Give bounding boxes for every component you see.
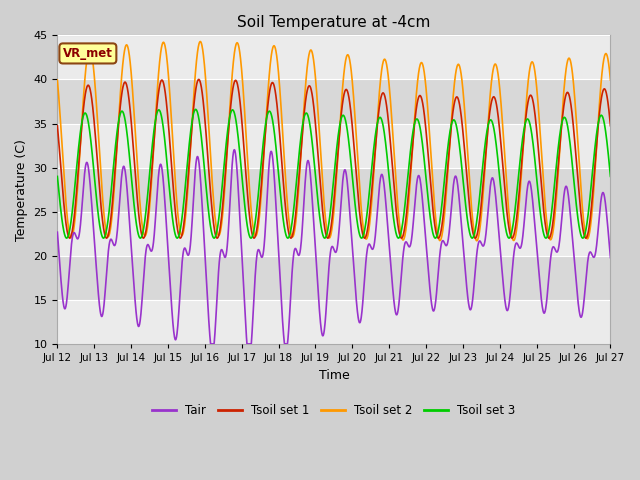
X-axis label: Time: Time — [319, 369, 349, 382]
Bar — [58, 79, 611, 123]
Bar — [58, 256, 611, 300]
Bar — [58, 36, 611, 79]
Bar — [58, 300, 611, 344]
Text: VR_met: VR_met — [63, 47, 113, 60]
Y-axis label: Temperature (C): Temperature (C) — [15, 139, 28, 240]
Bar — [58, 123, 611, 168]
Legend: Tair, Tsoil set 1, Tsoil set 2, Tsoil set 3: Tair, Tsoil set 1, Tsoil set 2, Tsoil se… — [147, 399, 520, 421]
Bar — [58, 168, 611, 212]
Bar — [58, 212, 611, 256]
Title: Soil Temperature at -4cm: Soil Temperature at -4cm — [237, 15, 431, 30]
